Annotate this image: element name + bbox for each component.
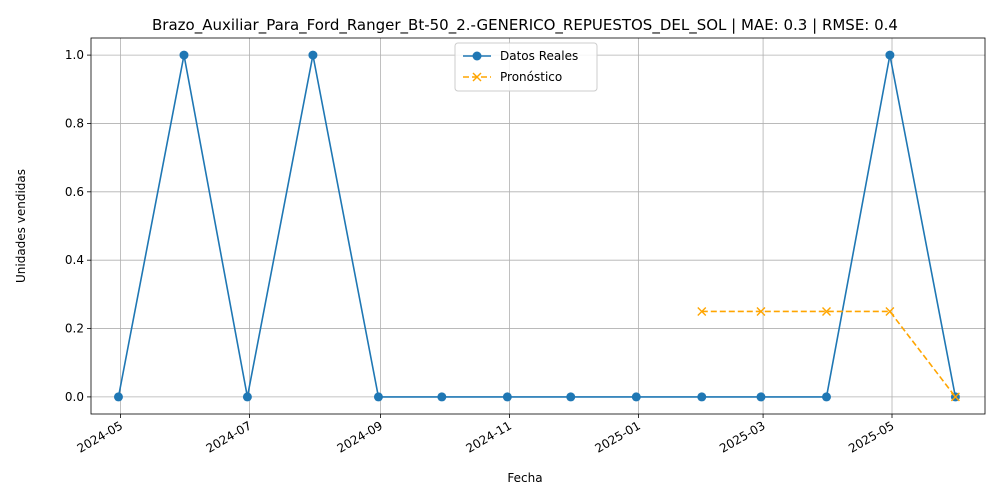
data-point [821, 392, 831, 402]
x-tick-label: 2024-07 [204, 418, 254, 455]
data-point [885, 50, 895, 60]
legend: Datos Reales Pronóstico [454, 42, 598, 92]
x-tick-label: 2025-03 [717, 418, 767, 455]
x-axis: 2024-05 2024-07 2024-09 2024-11 2025-01 2025-… [75, 414, 897, 456]
chart-title: Brazo_Auxiliar_Para_Ford_Ranger_Bt-50_2.… [152, 16, 898, 35]
x-tick-label: 2024-05 [75, 418, 125, 455]
legend-marker [472, 51, 482, 61]
x-axis-label: Fecha [507, 471, 542, 485]
data-point [756, 306, 766, 316]
y-tick-label: 0.8 [65, 116, 84, 130]
x-tick-label: 2024-11 [464, 418, 514, 455]
data-point [502, 392, 512, 402]
x-tick-label: 2024-09 [335, 418, 385, 455]
y-tick-label: 0.0 [65, 390, 84, 404]
y-axis: 0.0 0.2 0.4 0.6 0.8 1.0 [65, 48, 91, 404]
legend-entry: Pronóstico [500, 70, 562, 84]
data-point [308, 50, 318, 60]
grid [91, 38, 985, 414]
y-tick-label: 0.4 [65, 253, 84, 267]
data-point [885, 306, 895, 316]
y-axis-label: Unidades vendidas [14, 169, 28, 283]
data-point [437, 392, 447, 402]
y-tick-label: 0.2 [65, 322, 84, 336]
plot-area [113, 50, 960, 402]
data-point [373, 392, 383, 402]
series-line-pronostico [701, 310, 957, 398]
plot-frame [90, 37, 986, 415]
data-point [566, 392, 576, 402]
x-tick-label: 2025-05 [846, 418, 896, 455]
legend-marker [472, 72, 482, 82]
data-point [697, 306, 707, 316]
legend-entry: Datos Reales [500, 49, 578, 63]
data-point [697, 392, 707, 402]
data-point [950, 392, 960, 402]
data-point [756, 392, 766, 402]
legend-box [454, 42, 598, 92]
x-tick-label: 2025-01 [592, 418, 642, 455]
data-point [242, 392, 252, 402]
data-point [113, 392, 123, 402]
data-point [821, 306, 831, 316]
data-point [631, 392, 641, 402]
data-point [179, 50, 189, 60]
series-line-datos-reales [117, 54, 957, 398]
y-tick-label: 1.0 [65, 48, 84, 62]
y-tick-label: 0.6 [65, 185, 84, 199]
